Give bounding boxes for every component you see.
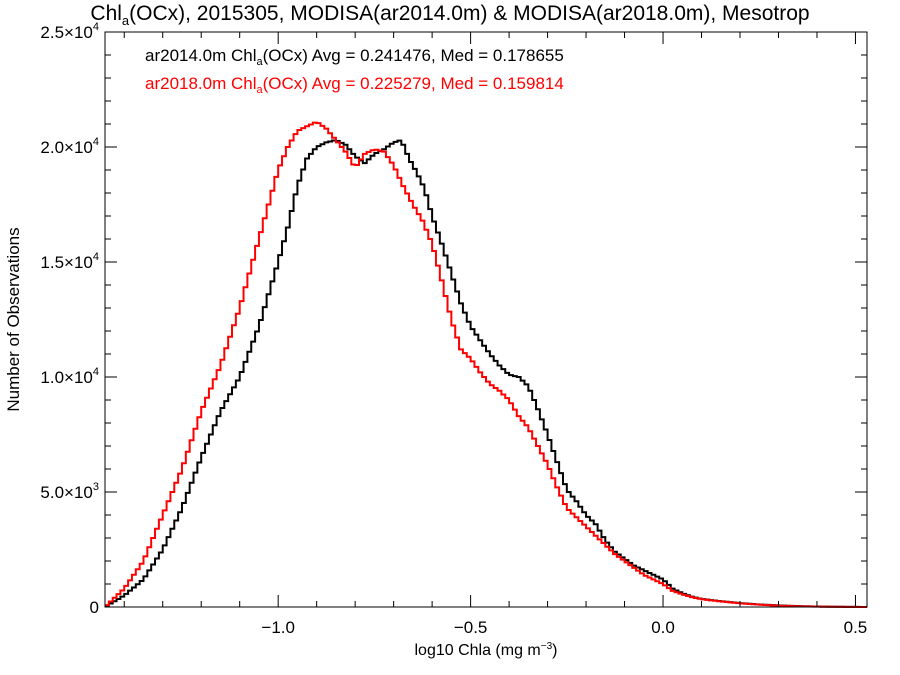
x-tick-label: 0.0: [651, 618, 675, 637]
legend-entry-ar2014: ar2014.0m Chla(OCx) Avg = 0.241476, Med …: [145, 46, 564, 68]
x-tick-label: −1.0: [261, 618, 295, 637]
chart-title: Chla(OCx), 2015305, MODISA(ar2014.0m) & …: [90, 2, 809, 28]
y-tick-label: 2.0×104: [40, 136, 99, 157]
x-tick-label: 0.5: [844, 618, 868, 637]
axis-layer: −1.0 −0.5 0.0 0.5 0 5.0×103 1.0×104 1.5×104 2.0×…: [40, 21, 867, 637]
x-axis-label: log10 Chla (mg m−3): [414, 641, 557, 659]
y-tick-label: 1.0×104: [40, 366, 99, 387]
x-tick-label: −0.5: [454, 618, 488, 637]
plot-frame: [104, 31, 868, 608]
y-tick-label: 0: [90, 598, 99, 617]
y-axis-label: Number of Observations: [4, 227, 23, 411]
y-tick-label: 1.5×104: [40, 251, 99, 272]
legend-entry-ar2018: ar2018.0m Chla(OCx) Avg = 0.225279, Med …: [145, 74, 564, 96]
y-tick-label: 5.0×103: [40, 481, 99, 502]
y-tick-label: 2.5×104: [40, 21, 99, 42]
